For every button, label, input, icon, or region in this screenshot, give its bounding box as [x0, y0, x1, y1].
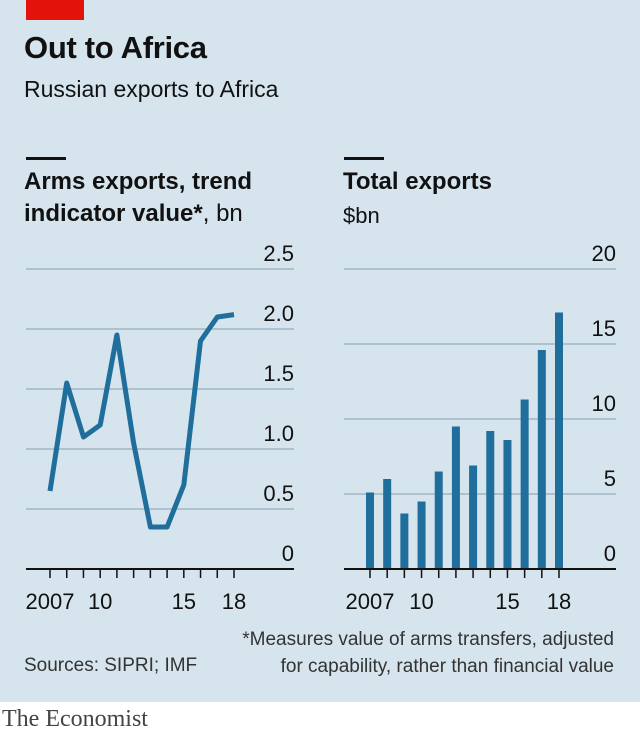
left-chart-x-axis: 2007 10 15 18	[26, 568, 294, 614]
right-chart-y-ticks: 0 5 10 15 20	[592, 241, 616, 566]
left-chart-title-line2: indicator value*	[24, 200, 203, 227]
x-tick-label: 2007	[346, 589, 395, 614]
left-chart-series	[47, 312, 235, 530]
x-tick-label: 15	[495, 589, 519, 614]
bar	[486, 431, 495, 569]
right-chart-rule	[344, 157, 384, 160]
series-line	[47, 312, 235, 530]
left-chart-y-ticks: 0 0.5 1.0 1.5 2.0 2.5	[263, 241, 294, 566]
bar	[555, 312, 563, 569]
y-tick-label: 15	[592, 316, 616, 341]
right-chart-x-axis: 2007 10 15 18	[344, 568, 616, 614]
bar	[434, 471, 443, 569]
bar	[451, 426, 460, 569]
bar	[400, 513, 409, 569]
footnote-line1: *Measures value of arms transfers, adjus…	[242, 629, 614, 650]
x-tick-label: 18	[222, 589, 246, 614]
y-tick-label: 0	[282, 541, 294, 566]
brand-red-tag	[26, 0, 84, 20]
x-tick-label: 10	[88, 589, 112, 614]
right-chart-title: Total exports	[343, 168, 492, 195]
chart-panel	[0, 0, 640, 702]
y-tick-label: 2.0	[263, 301, 294, 326]
bar	[417, 501, 426, 569]
brand-wordmark: The Economist	[2, 706, 148, 732]
y-tick-label: 2.5	[263, 241, 294, 266]
x-tick-label: 2007	[26, 589, 75, 614]
y-tick-label: 20	[592, 241, 616, 266]
y-tick-label: 10	[592, 391, 616, 416]
left-chart-title-line1: Arms exports, trend	[24, 168, 253, 195]
left-chart-rule	[26, 157, 66, 160]
y-tick-label: 0.5	[263, 481, 294, 506]
y-tick-label: 1.5	[263, 361, 294, 386]
left-chart-title: Arms exports, trend indicator value*, bn	[24, 166, 252, 230]
chart-subtitle: Russian exports to Africa	[24, 76, 279, 102]
charts-svg: 0 0.5 1.0 1.5 2.0 2.5 2007 10 15 18 0 5 10 15 20 200…	[26, 241, 616, 614]
bar	[469, 465, 478, 569]
sources: Sources: SIPRI; IMF	[24, 655, 198, 676]
bar	[366, 492, 374, 569]
right-chart-gridlines	[344, 268, 616, 495]
right-chart-bars	[366, 312, 563, 569]
footnote: *Measures value of arms transfers, adjus…	[242, 626, 614, 680]
right-chart-unit: $bn	[343, 203, 380, 228]
x-tick-label: 10	[409, 589, 433, 614]
y-tick-label: 5	[604, 466, 616, 491]
y-tick-label: 1.0	[263, 421, 294, 446]
bar	[383, 479, 392, 569]
bar	[537, 350, 546, 569]
y-tick-label: 0	[604, 541, 616, 566]
bar	[503, 440, 512, 569]
chart-title: Out to Africa	[24, 30, 207, 65]
footnote-line2: for capability, rather than financial va…	[280, 656, 614, 677]
left-chart-unit: , bn	[202, 200, 243, 227]
x-tick-label: 15	[172, 589, 196, 614]
bar	[520, 399, 529, 569]
x-tick-label: 18	[547, 589, 571, 614]
